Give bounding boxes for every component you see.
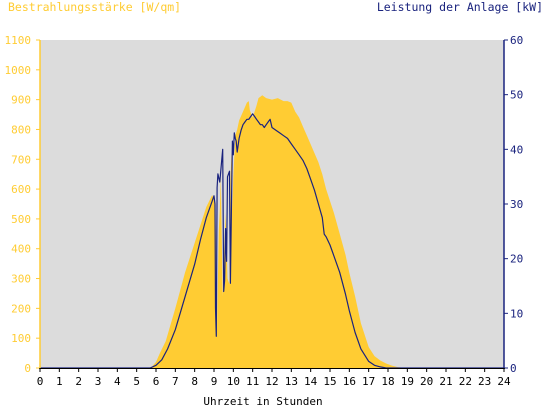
x-tick-label: 22 [459,375,472,388]
left-axis-title: Bestrahlungsstärke [W/qm] [8,0,181,14]
left-tick-label: 600 [11,183,31,196]
left-tick-label: 1100 [5,34,32,47]
x-tick-label: 20 [420,375,433,388]
x-tick-label: 11 [246,375,259,388]
x-tick-label: 3 [95,375,102,388]
power-line-layer [40,113,504,369]
left-tick-label: 200 [11,302,31,315]
x-tick-label: 13 [285,375,298,388]
x-tick-label: 17 [362,375,375,388]
x-tick-label: 16 [343,375,356,388]
right-tick-label: 0 [510,362,517,375]
irradiance-area-layer [40,95,504,368]
left-tick-label: 100 [11,332,31,345]
right-tick-label: 50 [510,89,523,102]
right-tick-label: 60 [510,34,523,47]
x-tick-label: 10 [227,375,240,388]
x-tick-label: 18 [381,375,394,388]
left-tick-label: 900 [11,94,31,107]
x-tick-label: 2 [75,375,82,388]
x-tick-label: 24 [497,375,511,388]
left-tick-label: 800 [11,123,31,136]
x-axis-title: Uhrzeit in Stunden [203,395,322,408]
x-tick-label: 4 [114,375,121,388]
x-tick-label: 6 [153,375,160,388]
x-tick-label: 1 [56,375,63,388]
right-tick-label: 20 [510,253,523,266]
left-tick-label: 700 [11,153,31,166]
x-tick-label: 19 [401,375,414,388]
x-tick-label: 23 [478,375,491,388]
x-tick-label: 14 [304,375,318,388]
right-tick-label: 40 [510,143,523,156]
right-axis-ticks: 0 10 20 30 40 50 60 [504,34,523,375]
x-tick-label: 9 [211,375,218,388]
power-line [40,113,504,369]
x-tick-label: 8 [191,375,198,388]
right-axis-title: Leistung der Anlage [kW] [377,0,543,14]
left-tick-label: 0 [24,362,31,375]
right-tick-label: 10 [510,307,523,320]
x-tick-label: 15 [323,375,336,388]
x-tick-label: 12 [265,375,278,388]
x-axis-ticks: 0 1 2 3 4 5 6 7 8 9 10 11 12 13 14 15 16 17 18 19 20 21 22 23 24 [37,368,511,388]
left-tick-label: 500 [11,213,31,226]
left-tick-label: 400 [11,243,31,256]
x-tick-label: 7 [172,375,179,388]
x-tick-label: 0 [37,375,44,388]
irradiance-area [40,95,504,368]
left-tick-label: 300 [11,273,31,286]
x-tick-label: 21 [439,375,452,388]
left-tick-label: 1000 [5,64,32,77]
left-axis-ticks: 0 100 200 300 400 500 600 700 800 900 1000 1100 [5,34,40,375]
x-tick-label: 5 [133,375,140,388]
right-tick-label: 30 [510,198,523,211]
